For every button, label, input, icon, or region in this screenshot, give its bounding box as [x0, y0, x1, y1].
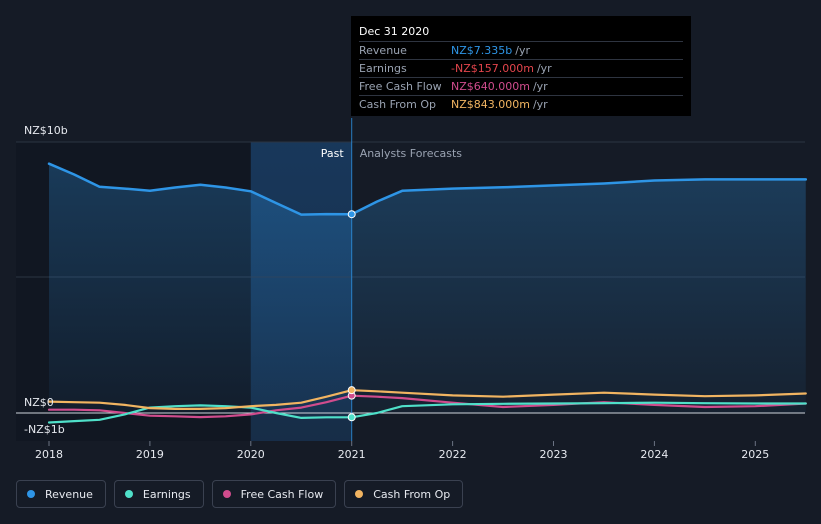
legend-item-earnings[interactable]: Earnings	[113, 480, 204, 508]
x-tick-label: 2020	[237, 448, 265, 461]
tooltip-value: -NZ$157.000m	[451, 62, 534, 75]
tooltip-unit: /yr	[532, 80, 548, 93]
series-line-revenue	[47, 162, 808, 216]
legend-label: Revenue	[45, 487, 93, 501]
x-tick-label: 2019	[136, 448, 164, 461]
tooltip-label: Free Cash Flow	[359, 80, 442, 93]
tooltip-value: NZ$7.335b	[451, 44, 513, 57]
series-marker-earnings	[347, 413, 356, 422]
y-tick-label: NZ$0	[24, 396, 54, 409]
x-tick-label: 2024	[640, 448, 668, 461]
legend-item-cash-from-op[interactable]: Cash From Op	[344, 480, 464, 508]
tooltip-unit: /yr	[536, 62, 552, 75]
legend-item-revenue[interactable]: Revenue	[16, 480, 106, 508]
series-marker-revenue	[347, 210, 356, 219]
x-tick-label: 2023	[540, 448, 568, 461]
tooltip-label: Revenue	[359, 44, 407, 57]
tooltip-label: Cash From Op	[359, 98, 437, 111]
y-tick-label: NZ$10b	[24, 124, 68, 137]
legend-dot-icon	[355, 490, 364, 498]
tooltip-unit: /yr	[515, 44, 530, 57]
legend: Revenue Earnings Free Cash Flow Cash Fro…	[16, 480, 464, 508]
tooltip-row-cash-from-op: Cash From Op NZ$843.000m /yr	[359, 96, 683, 113]
legend-label: Free Cash Flow	[240, 487, 324, 501]
x-tick-label: 2025	[741, 448, 769, 461]
series-line-cash-from-op	[47, 389, 807, 410]
past-label: Past	[321, 147, 345, 160]
x-tick-label: 2018	[35, 448, 63, 461]
legend-item-free-cash-flow[interactable]: Free Cash Flow	[211, 480, 337, 508]
tooltip-date: Dec 31 2020	[359, 23, 683, 42]
legend-dot-icon	[222, 490, 231, 498]
tooltip-label: Earnings	[359, 62, 407, 75]
x-tick-label: 2021	[338, 448, 366, 461]
tooltip-value: NZ$640.000m	[451, 80, 530, 93]
tooltip-value: NZ$843.000m	[451, 98, 530, 111]
tooltip-unit: /yr	[532, 98, 548, 111]
tooltip-row-earnings: Earnings -NZ$157.000m /yr	[359, 60, 683, 78]
series-marker-cash-from-op	[347, 386, 356, 395]
revenue-area	[49, 163, 806, 413]
tooltip-row-revenue: Revenue NZ$7.335b /yr	[359, 42, 683, 60]
tooltip-row-free-cash-flow: Free Cash Flow NZ$640.000m /yr	[359, 78, 683, 96]
tooltip: Dec 31 2020 Revenue NZ$7.335b /yr Earnin…	[351, 16, 691, 116]
legend-label: Earnings	[142, 487, 191, 501]
legend-label: Cash From Op	[373, 487, 451, 501]
forecast-label: Analysts Forecasts	[360, 147, 463, 160]
legend-dot-icon	[124, 490, 133, 498]
legend-dot-icon	[27, 490, 35, 498]
y-tick-label: -NZ$1b	[24, 423, 65, 436]
series-line-earnings	[47, 401, 807, 424]
x-tick-label: 2022	[439, 448, 467, 461]
